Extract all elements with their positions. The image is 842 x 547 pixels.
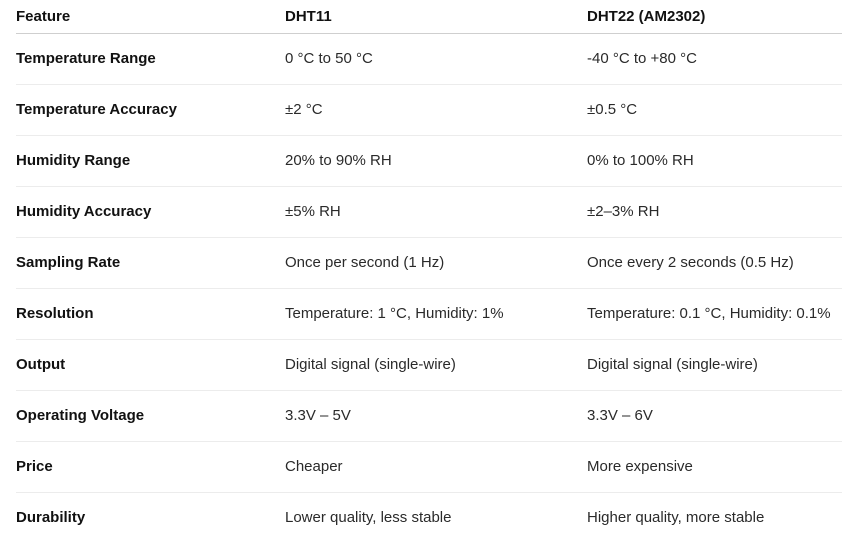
row-feature-cell: Sampling Rate bbox=[16, 237, 285, 289]
header-dht22: DHT22 (AM2302) bbox=[587, 0, 842, 34]
row-feature-cell: Humidity Accuracy bbox=[16, 186, 285, 238]
row-feature-cell: Resolution bbox=[16, 288, 285, 340]
row-dht11-cell: ±2 °C bbox=[285, 84, 587, 136]
row-dht11-cell: Once per second (1 Hz) bbox=[285, 237, 587, 289]
table-row: Resolution Temperature: 1 °C, Humidity: … bbox=[16, 288, 842, 340]
row-dht11-cell: 3.3V – 5V bbox=[285, 390, 587, 442]
row-dht11-cell: 0 °C to 50 °C bbox=[285, 33, 587, 85]
header-row: Feature DHT11 DHT22 (AM2302) bbox=[16, 0, 842, 34]
row-dht11-cell: Temperature: 1 °C, Humidity: 1% bbox=[285, 288, 587, 340]
row-feature-cell: Output bbox=[16, 339, 285, 391]
row-dht22-cell: -40 °C to +80 °C bbox=[587, 33, 842, 85]
row-dht22-cell: ±0.5 °C bbox=[587, 84, 842, 136]
row-dht11-cell: 20% to 90% RH bbox=[285, 135, 587, 187]
table-body: Temperature Range 0 °C to 50 °C -40 °C t… bbox=[16, 33, 842, 544]
row-feature-cell: Price bbox=[16, 441, 285, 493]
table-row: Temperature Accuracy ±2 °C ±0.5 °C bbox=[16, 84, 842, 136]
table-row: Humidity Accuracy ±5% RH ±2–3% RH bbox=[16, 186, 842, 238]
table-row: Temperature Range 0 °C to 50 °C -40 °C t… bbox=[16, 33, 842, 85]
table-header: Feature DHT11 DHT22 (AM2302) bbox=[16, 0, 842, 34]
table-row: Humidity Range 20% to 90% RH 0% to 100% … bbox=[16, 135, 842, 187]
row-dht11-cell: ±5% RH bbox=[285, 186, 587, 238]
table-row: Output Digital signal (single-wire) Digi… bbox=[16, 339, 842, 391]
row-feature-cell: Durability bbox=[16, 509, 86, 526]
table-row: Durability Lower quality, less stable Hi… bbox=[16, 493, 842, 544]
header-feature: Feature bbox=[16, 0, 285, 34]
row-dht22-cell: Temperature: 0.1 °C, Humidity: 0.1% bbox=[587, 288, 842, 340]
row-feature-cell: Temperature Accuracy bbox=[16, 84, 285, 136]
row-dht22-cell: Higher quality, more stable bbox=[587, 509, 765, 526]
row-feature-cell: Humidity Range bbox=[16, 135, 285, 187]
row-dht22-cell: More expensive bbox=[587, 441, 842, 493]
row-dht11-cell: Cheaper bbox=[285, 441, 587, 493]
header-dht11: DHT11 bbox=[285, 0, 587, 34]
row-dht22-cell: 3.3V – 6V bbox=[587, 390, 842, 442]
sensor-comparison-table: Feature DHT11 DHT22 (AM2302) Temperature… bbox=[16, 0, 842, 543]
row-dht22-cell: Digital signal (single-wire) bbox=[587, 339, 842, 391]
row-dht11-cell: Lower quality, less stable bbox=[285, 509, 452, 526]
row-dht22-cell: ±2–3% RH bbox=[587, 186, 842, 238]
row-dht22-cell: 0% to 100% RH bbox=[587, 135, 842, 187]
row-dht22-cell: Once every 2 seconds (0.5 Hz) bbox=[587, 237, 842, 289]
table-row: Sampling Rate Once per second (1 Hz) Onc… bbox=[16, 237, 842, 289]
row-feature-cell: Operating Voltage bbox=[16, 390, 285, 442]
row-feature-cell: Temperature Range bbox=[16, 33, 285, 85]
table-row: Price Cheaper More expensive bbox=[16, 441, 842, 493]
row-dht11-cell: Digital signal (single-wire) bbox=[285, 339, 587, 391]
table-row: Operating Voltage 3.3V – 5V 3.3V – 6V bbox=[16, 390, 842, 442]
